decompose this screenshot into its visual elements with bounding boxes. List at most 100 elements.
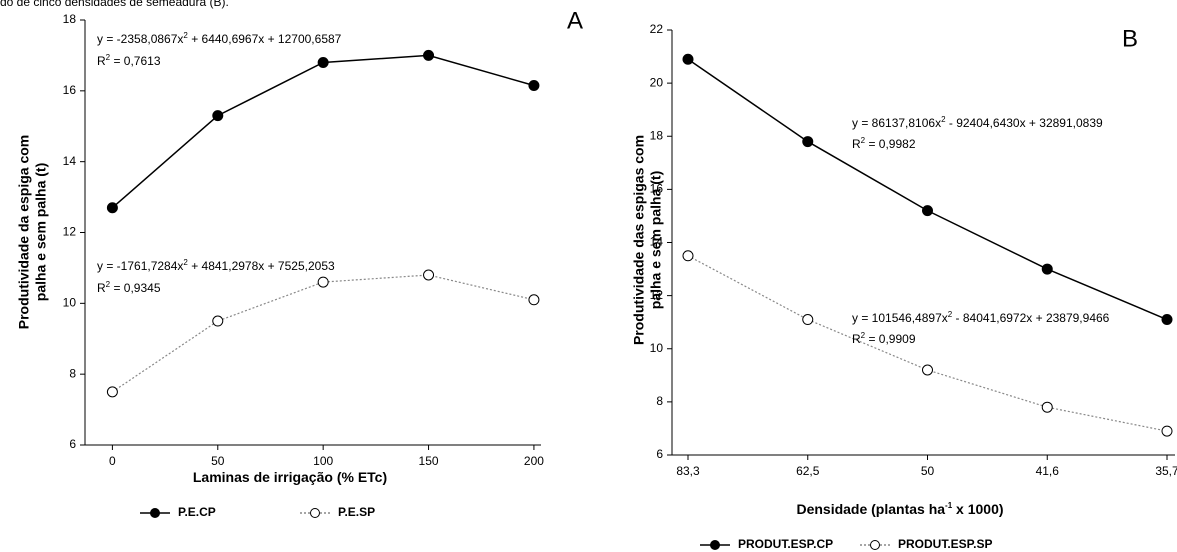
annotation: R2 = 0,9982 [852, 136, 916, 152]
text-part: Laminas de irrigação (% ETc) [193, 469, 387, 485]
superscript: 2 [183, 31, 188, 40]
text-part: + 4841,2978x + 7525,2053 [188, 259, 335, 273]
data-point [1041, 401, 1053, 413]
y-tick-label: 10 [650, 341, 664, 355]
y-axis-title: Produtividade das espigas com [631, 135, 647, 345]
annotation: y = 86137,8106x2 - 92404,6430x + 32891,0… [852, 115, 1103, 131]
y-tick-label: 12 [650, 288, 664, 302]
series-line [111, 54, 535, 209]
data-point [682, 250, 694, 262]
y-tick-label: 20 [650, 75, 664, 89]
x-tick-label: 200 [524, 454, 544, 468]
y-tick-label: 6 [69, 437, 76, 451]
data-point [317, 276, 329, 288]
superscript: 2 [106, 280, 111, 289]
data-point [682, 53, 694, 65]
annotation: R2 = 0,7613 [97, 53, 161, 69]
superscript: 2 [948, 310, 953, 319]
series-line [112, 274, 535, 393]
y-tick-label: 12 [63, 225, 77, 239]
text-part: y = 86137,8106x [852, 116, 941, 130]
y-axis-title: Produtividade da espiga com [16, 135, 32, 330]
text-part: R [97, 54, 106, 68]
text-part: - 92404,6430x + 32891,0839 [946, 116, 1103, 130]
text-part: = 0,9345 [110, 281, 161, 295]
superscript: 2 [106, 53, 111, 62]
data-point [528, 294, 540, 306]
y-axis-title: palha e sem palha (t) [648, 171, 664, 309]
panel-label: A [567, 7, 583, 34]
text-part: Densidade (plantas ha [796, 501, 945, 517]
annotation: y = -1761,7284x2 + 4841,2978x + 7525,205… [97, 258, 335, 274]
legend-marker [870, 540, 880, 550]
y-tick-label: 18 [650, 128, 664, 142]
panel-label: B [1122, 25, 1138, 52]
text-part: = 0,9909 [865, 332, 916, 346]
superscript: 2 [941, 115, 946, 124]
x-tick-label: 35,7 [1155, 464, 1177, 478]
annotation: y = -2358,0867x2 + 6440,6967x + 12700,65… [97, 31, 342, 47]
data-point [317, 57, 329, 68]
series-line [687, 58, 1168, 321]
annotation: y = 101546,4897x2 - 84041,6972x + 23879,… [852, 310, 1110, 326]
data-point [212, 110, 224, 122]
x-tick-label: 41,6 [1036, 464, 1060, 478]
data-point [1041, 263, 1053, 275]
data-point [1161, 314, 1173, 326]
superscript: 2 [861, 136, 866, 145]
y-tick-label: 16 [63, 83, 77, 97]
superscript: 2 [861, 331, 866, 340]
y-tick-label: 16 [650, 182, 664, 196]
text-part: R [97, 281, 106, 295]
y-tick-label: 6 [656, 447, 663, 461]
data-point [802, 136, 814, 148]
data-point [423, 49, 435, 61]
text-part: R [852, 332, 861, 346]
text-part: y = -1761,7284x [97, 259, 183, 273]
y-tick-label: 14 [63, 154, 77, 168]
legend-marker [150, 508, 160, 518]
x-tick-label: 50 [921, 464, 935, 478]
data-point [802, 314, 814, 326]
y-tick-label: 14 [650, 235, 664, 249]
x-tick-label: 50 [211, 454, 225, 468]
series-line [687, 255, 1168, 432]
text-part: + 6440,6967x + 12700,6587 [188, 32, 342, 46]
data-point [106, 202, 118, 214]
x-tick-label: 150 [419, 454, 439, 468]
data-point [922, 364, 933, 376]
text-part: y = 101546,4897x [852, 311, 948, 325]
text-part: = 0,7613 [110, 54, 161, 68]
text-part: = 0,9982 [865, 137, 916, 151]
y-tick-label: 22 [650, 22, 664, 36]
legend-marker [710, 540, 720, 550]
superscript: 2 [183, 258, 188, 267]
y-axis-title: palha e sem palha (t) [33, 163, 49, 301]
annotation: R2 = 0,9345 [97, 280, 161, 296]
x-tick-label: 0 [109, 454, 116, 468]
x-tick-label: 62,5 [796, 464, 820, 478]
legend-label: P.E.SP [338, 505, 375, 519]
x-tick-label: 100 [313, 454, 333, 468]
y-tick-label: 8 [656, 394, 663, 408]
legend-label: PRODUT.ESP.CP [738, 537, 833, 551]
legend-label: PRODUT.ESP.SP [898, 537, 992, 551]
y-tick-label: 18 [63, 12, 77, 26]
superscript: -1 [945, 501, 953, 510]
data-point [212, 315, 224, 327]
data-point [528, 80, 540, 92]
legend-label: P.E.CP [178, 505, 216, 519]
x-axis-title: Densidade (plantas ha-1 x 1000) [796, 501, 1003, 517]
annotation: R2 = 0,9909 [852, 331, 916, 347]
header-text: do de cinco densidades de semeadura (B). [0, 0, 229, 9]
text-part: x 1000) [952, 501, 1003, 517]
x-axis-title: Laminas de irrigação (% ETc) [193, 469, 387, 485]
data-point [1161, 425, 1173, 437]
text-part: - 84041,6972x + 23879,9466 [952, 311, 1109, 325]
data-point [106, 386, 118, 398]
x-tick-label: 83,3 [676, 464, 700, 478]
y-tick-label: 8 [69, 366, 76, 380]
y-tick-label: 10 [63, 296, 77, 310]
legend-marker [310, 508, 320, 518]
